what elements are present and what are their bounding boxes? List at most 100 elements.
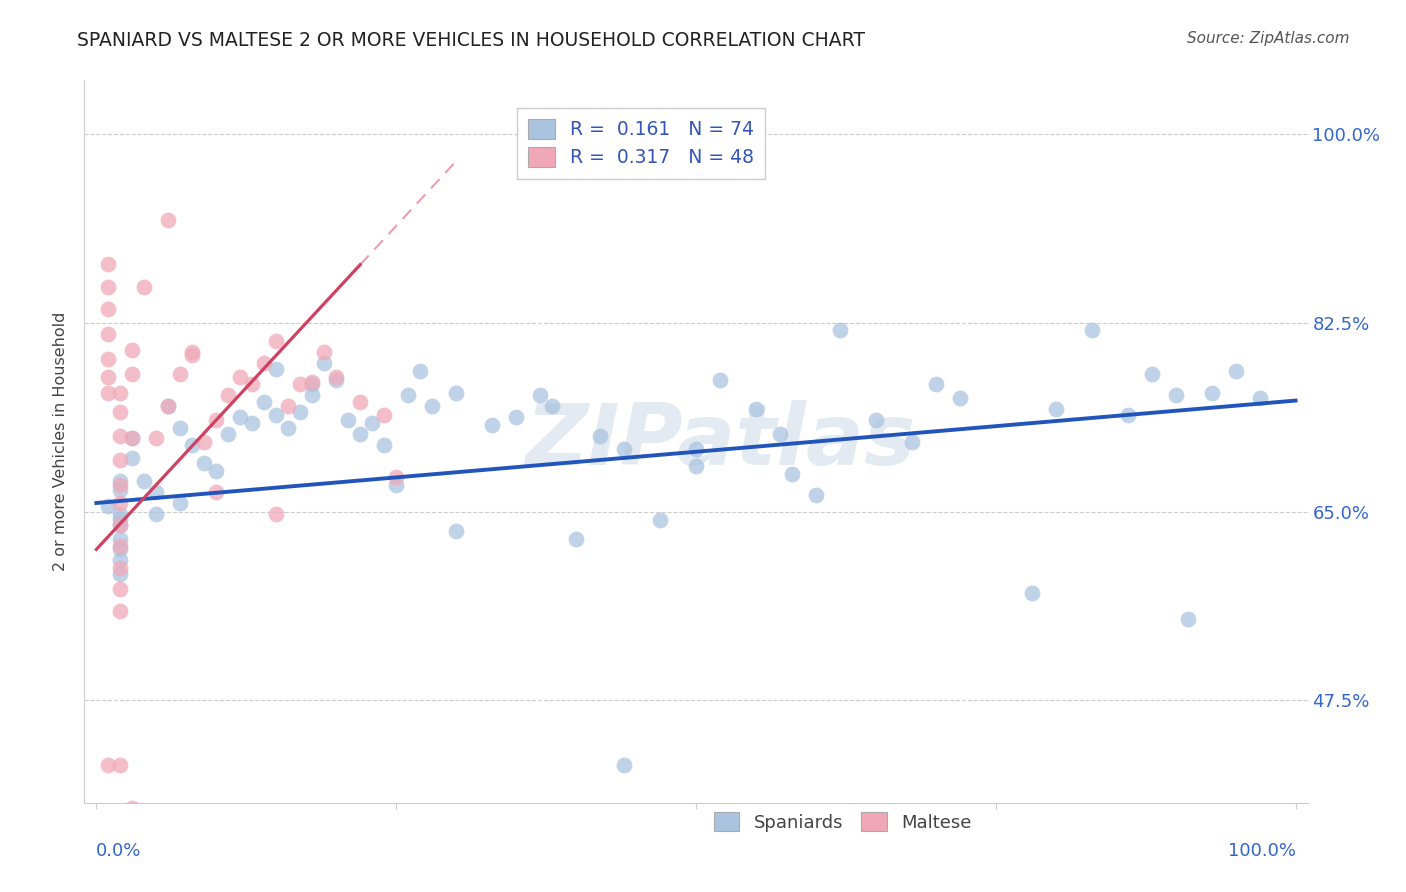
Point <box>110 483 132 497</box>
Point <box>541 399 564 413</box>
Point <box>110 386 132 401</box>
Point <box>1021 585 1043 599</box>
Text: SPANIARD VS MALTESE 2 OR MORE VEHICLES IN HOUSEHOLD CORRELATION CHART: SPANIARD VS MALTESE 2 OR MORE VEHICLES I… <box>77 31 865 50</box>
Point <box>217 427 239 442</box>
Text: ZIPatlas: ZIPatlas <box>526 400 915 483</box>
Point <box>240 377 263 392</box>
Point <box>444 386 467 401</box>
Point <box>110 553 132 567</box>
Point <box>325 373 347 387</box>
Point <box>264 408 287 422</box>
Point <box>290 377 312 392</box>
Point <box>205 413 228 427</box>
Point <box>1249 392 1271 406</box>
Point <box>828 323 851 337</box>
Point <box>121 431 143 445</box>
Legend: Spaniards, Maltese: Spaniards, Maltese <box>704 803 980 841</box>
Point <box>780 467 803 481</box>
Point <box>169 496 191 510</box>
Point <box>205 485 228 500</box>
Point <box>385 477 408 491</box>
Point <box>145 485 167 500</box>
Point <box>373 408 395 422</box>
Point <box>97 351 120 366</box>
Point <box>110 758 132 772</box>
Point <box>97 257 120 271</box>
Point <box>110 453 132 467</box>
Text: 100.0%: 100.0% <box>1227 842 1295 860</box>
Point <box>169 420 191 434</box>
Point <box>110 429 132 443</box>
Point <box>97 758 120 772</box>
Point <box>157 399 180 413</box>
Point <box>217 388 239 402</box>
Point <box>804 488 827 502</box>
Point <box>134 280 156 294</box>
Point <box>110 532 132 546</box>
Point <box>193 456 215 470</box>
Point <box>253 356 276 370</box>
Point <box>589 429 612 443</box>
Point <box>110 405 132 419</box>
Point <box>709 373 731 387</box>
Point <box>301 376 323 390</box>
Point <box>229 409 252 424</box>
Y-axis label: 2 or more Vehicles in Household: 2 or more Vehicles in Household <box>53 312 69 571</box>
Point <box>865 413 887 427</box>
Point <box>685 442 707 456</box>
Point <box>121 431 143 445</box>
Point <box>745 402 768 417</box>
Text: 0.0%: 0.0% <box>97 842 142 860</box>
Point <box>373 438 395 452</box>
Point <box>205 464 228 478</box>
Point <box>97 301 120 316</box>
Point <box>121 367 143 381</box>
Point <box>1164 388 1187 402</box>
Point <box>1080 323 1102 337</box>
Point <box>110 604 132 618</box>
Point <box>97 369 120 384</box>
Point <box>420 399 443 413</box>
Point <box>529 388 551 402</box>
Point <box>110 512 132 526</box>
Point <box>110 517 132 532</box>
Point <box>901 434 924 449</box>
Point <box>110 567 132 582</box>
Point <box>110 475 132 489</box>
Point <box>277 399 299 413</box>
Point <box>264 334 287 349</box>
Point <box>110 582 132 597</box>
Point <box>277 420 299 434</box>
Point <box>157 213 180 227</box>
Point <box>949 392 972 406</box>
Point <box>110 542 132 557</box>
Point <box>157 399 180 413</box>
Point <box>685 459 707 474</box>
Point <box>110 517 132 532</box>
Point <box>565 532 588 546</box>
Point <box>181 438 204 452</box>
Point <box>481 418 503 433</box>
Point <box>97 386 120 401</box>
Point <box>145 507 167 521</box>
Point <box>409 364 432 378</box>
Point <box>925 377 948 392</box>
Point <box>505 409 527 424</box>
Point <box>229 369 252 384</box>
Point <box>264 362 287 376</box>
Point <box>134 475 156 489</box>
Point <box>314 345 336 359</box>
Point <box>240 416 263 430</box>
Point <box>769 427 792 442</box>
Point <box>264 507 287 521</box>
Point <box>253 394 276 409</box>
Point <box>444 524 467 538</box>
Point <box>169 367 191 381</box>
Text: Source: ZipAtlas.com: Source: ZipAtlas.com <box>1187 31 1350 46</box>
Point <box>349 394 371 409</box>
Point <box>97 500 120 514</box>
Point <box>181 348 204 362</box>
Point <box>385 470 408 484</box>
Point <box>290 405 312 419</box>
Point <box>648 513 671 527</box>
